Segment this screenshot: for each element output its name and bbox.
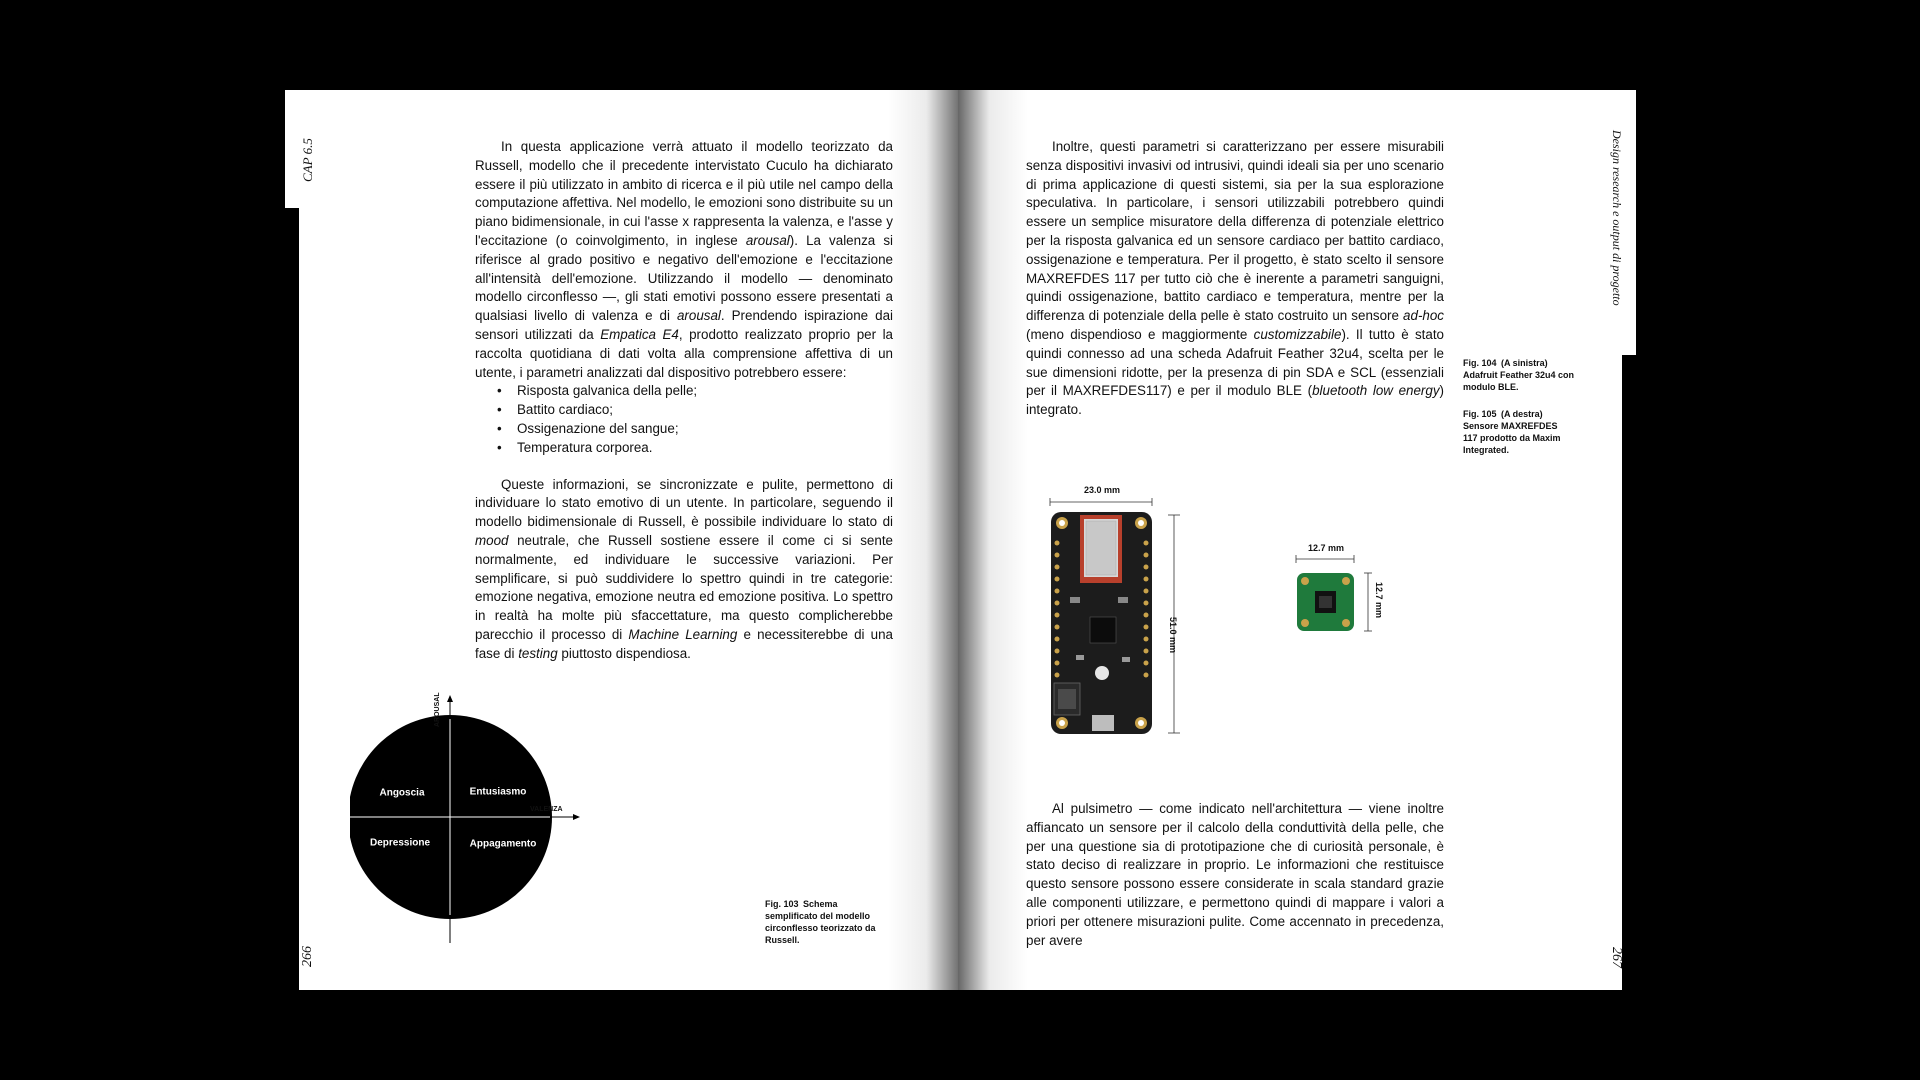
right-edge-bar [1622,355,1636,990]
sensor-height-dimension: 12.7 mm [1374,582,1384,619]
paragraph: Al pulsimetro — come indicato nell'archi… [1026,801,1444,948]
maxrefdes117-sensor [1297,573,1354,631]
paragraph: In questa applicazione verrà attuato il … [475,139,893,380]
paragraph: Queste informazioni, se sincronizzate e … [475,476,893,661]
parameter-list: Risposta galvanica della pelle; Battito … [475,382,893,457]
x-axis-label: VALENZA [530,806,563,813]
quadrant-label: Depressione [369,837,431,849]
russell-circumplex-diagram: AROUSAL VALENZA Angoscia Entusiasmo Depr… [350,692,580,945]
y-axis-label: AROUSAL [434,692,441,727]
figure-caption-105: Fig. 105 (A destra) Sensore MAXREFDES 117… [1463,409,1561,455]
list-item: Risposta galvanica della pelle; [497,382,893,401]
board-width-dimension: 23.0 mm [1084,485,1121,495]
left-edge-bar [285,208,299,990]
running-head-left: CAP 6.5 [300,138,315,182]
left-body-text: In questa applicazione verrà attuato il … [475,138,893,664]
diagram-graphic [350,695,580,943]
list-item: Ossigenazione del sangue; [497,420,893,439]
left-page: CAP 6.5 266 In questa applicazione verrà… [285,90,958,990]
running-head-right: Design research e output di progetto [1610,130,1624,306]
right-body-text-bottom: Al pulsimetro — come indicato nell'archi… [1026,800,1444,950]
right-body-text-top: Inoltre, questi parametri si caratterizz… [1026,138,1444,420]
page-number-right: 267 [1609,947,1624,968]
board-height-dimension: 51.0 mm [1168,617,1178,654]
quadrant-label: Appagamento [469,838,537,850]
figure-caption-103: Fig. 103 Schema semplificato del modello … [765,899,876,945]
hardware-graphic [1049,498,1372,734]
quadrant-label: Entusiasmo [469,786,527,798]
adafruit-feather-board [1051,512,1152,734]
right-page: Design research e output di progetto 267… [958,90,1636,990]
page-number-left: 266 [300,946,315,967]
paragraph: Inoltre, questi parametri si caratterizz… [1026,139,1444,418]
hardware-figure: 23.0 mm [1048,485,1388,750]
list-item: Temperatura corporea. [497,439,893,458]
list-item: Battito cardiaco; [497,401,893,420]
quadrant-label: Angoscia [379,787,425,799]
sensor-width-dimension: 12.7 mm [1308,543,1345,553]
figure-caption-104: Fig. 104 (A sinistra) Adafruit Feather 32… [1463,358,1575,392]
